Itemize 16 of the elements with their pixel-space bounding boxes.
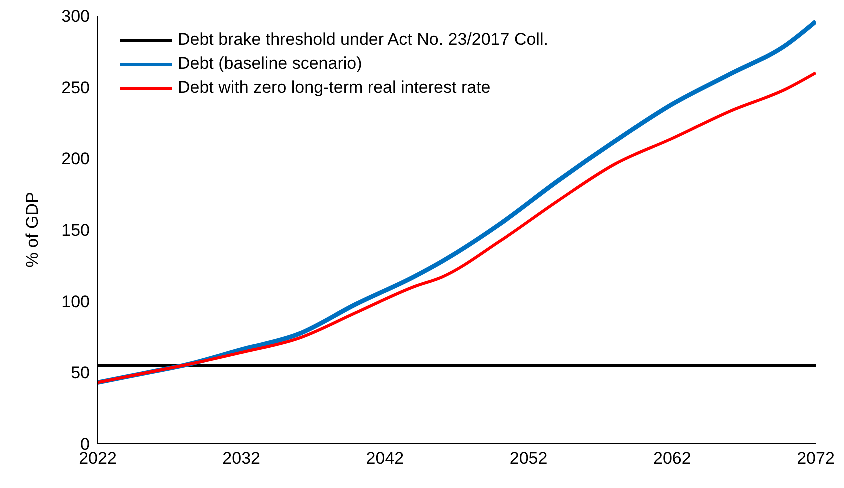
x-tick-label: 2062 <box>653 449 692 468</box>
x-tick-label: 2042 <box>366 449 404 468</box>
x-tick-label: 2032 <box>222 449 261 468</box>
x-tick-label: 2052 <box>510 449 548 468</box>
y-tick-label: 250 <box>62 78 90 98</box>
y-tick-label: 100 <box>62 292 90 312</box>
legend-label: Debt brake threshold under Act No. 23/2017 Coll. <box>178 29 548 51</box>
legend-label: Debt with zero long-term real interest rate <box>178 77 491 99</box>
y-tick-label: 150 <box>62 221 90 240</box>
y-axis-title: % of GDP <box>23 192 42 268</box>
x-tick-label: 2072 <box>797 449 835 468</box>
y-tick-label: 200 <box>62 150 90 169</box>
y-tick-label: 50 <box>71 364 90 383</box>
y-tick-label: 300 <box>62 7 90 26</box>
x-tick-label: 2022 <box>79 449 117 468</box>
legend-label: Debt (baseline scenario) <box>178 53 362 75</box>
